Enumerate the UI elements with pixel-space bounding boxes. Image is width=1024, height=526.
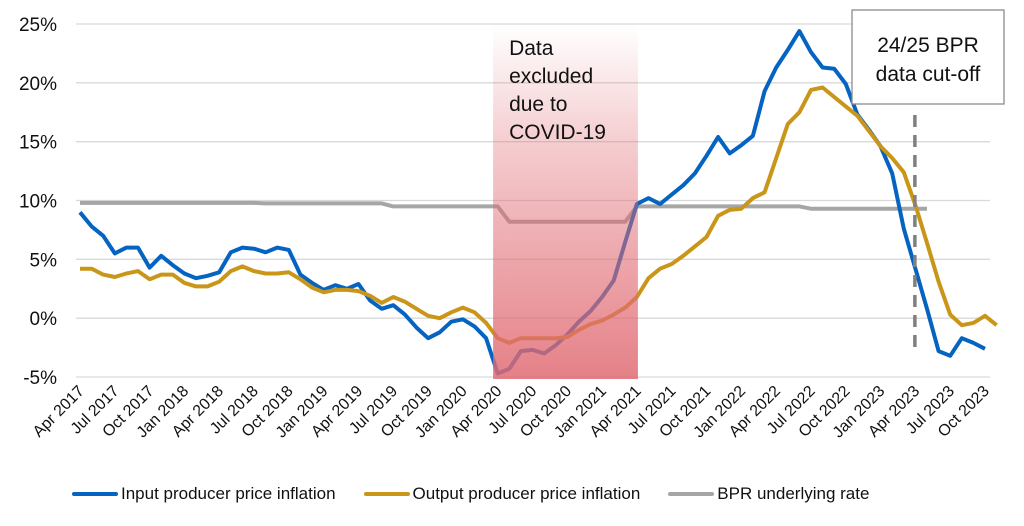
y-tick-label: 15% — [19, 133, 57, 154]
legend-swatch-bpr — [668, 492, 715, 496]
y-tick-label: 20% — [19, 74, 57, 95]
legend-swatch-input — [72, 492, 118, 496]
y-tick-label: 10% — [19, 192, 57, 213]
covid-annotation-text: excluded — [509, 65, 593, 88]
legend-label-output: Output producer price inflation — [412, 484, 641, 503]
legend-item-input[interactable]: Input producer price inflation — [72, 484, 336, 504]
cutoff-annotation-text: data cut-off — [876, 63, 981, 86]
covid-annotation-text: due to — [509, 93, 567, 116]
legend-swatch-output — [363, 492, 410, 496]
y-tick-label: 0% — [30, 309, 58, 330]
legend-label-input: Input producer price inflation — [121, 484, 336, 503]
legend: Input producer price inflation Output pr… — [72, 484, 897, 504]
y-tick-label: -5% — [23, 368, 57, 389]
cutoff-annotation-text: 24/25 BPR — [877, 34, 979, 57]
covid-annotation-text: Data — [509, 37, 554, 60]
legend-label-bpr: BPR underlying rate — [717, 484, 870, 503]
y-tick-label: 5% — [30, 250, 58, 271]
cutoff-label-box — [851, 9, 1005, 105]
covid-shaded-region — [493, 24, 638, 379]
legend-item-bpr[interactable]: BPR underlying rate — [668, 484, 869, 504]
y-tick-label: 25% — [19, 15, 57, 36]
legend-item-output[interactable]: Output producer price inflation — [363, 484, 641, 504]
covid-annotation-text: COVID-19 — [509, 121, 606, 144]
